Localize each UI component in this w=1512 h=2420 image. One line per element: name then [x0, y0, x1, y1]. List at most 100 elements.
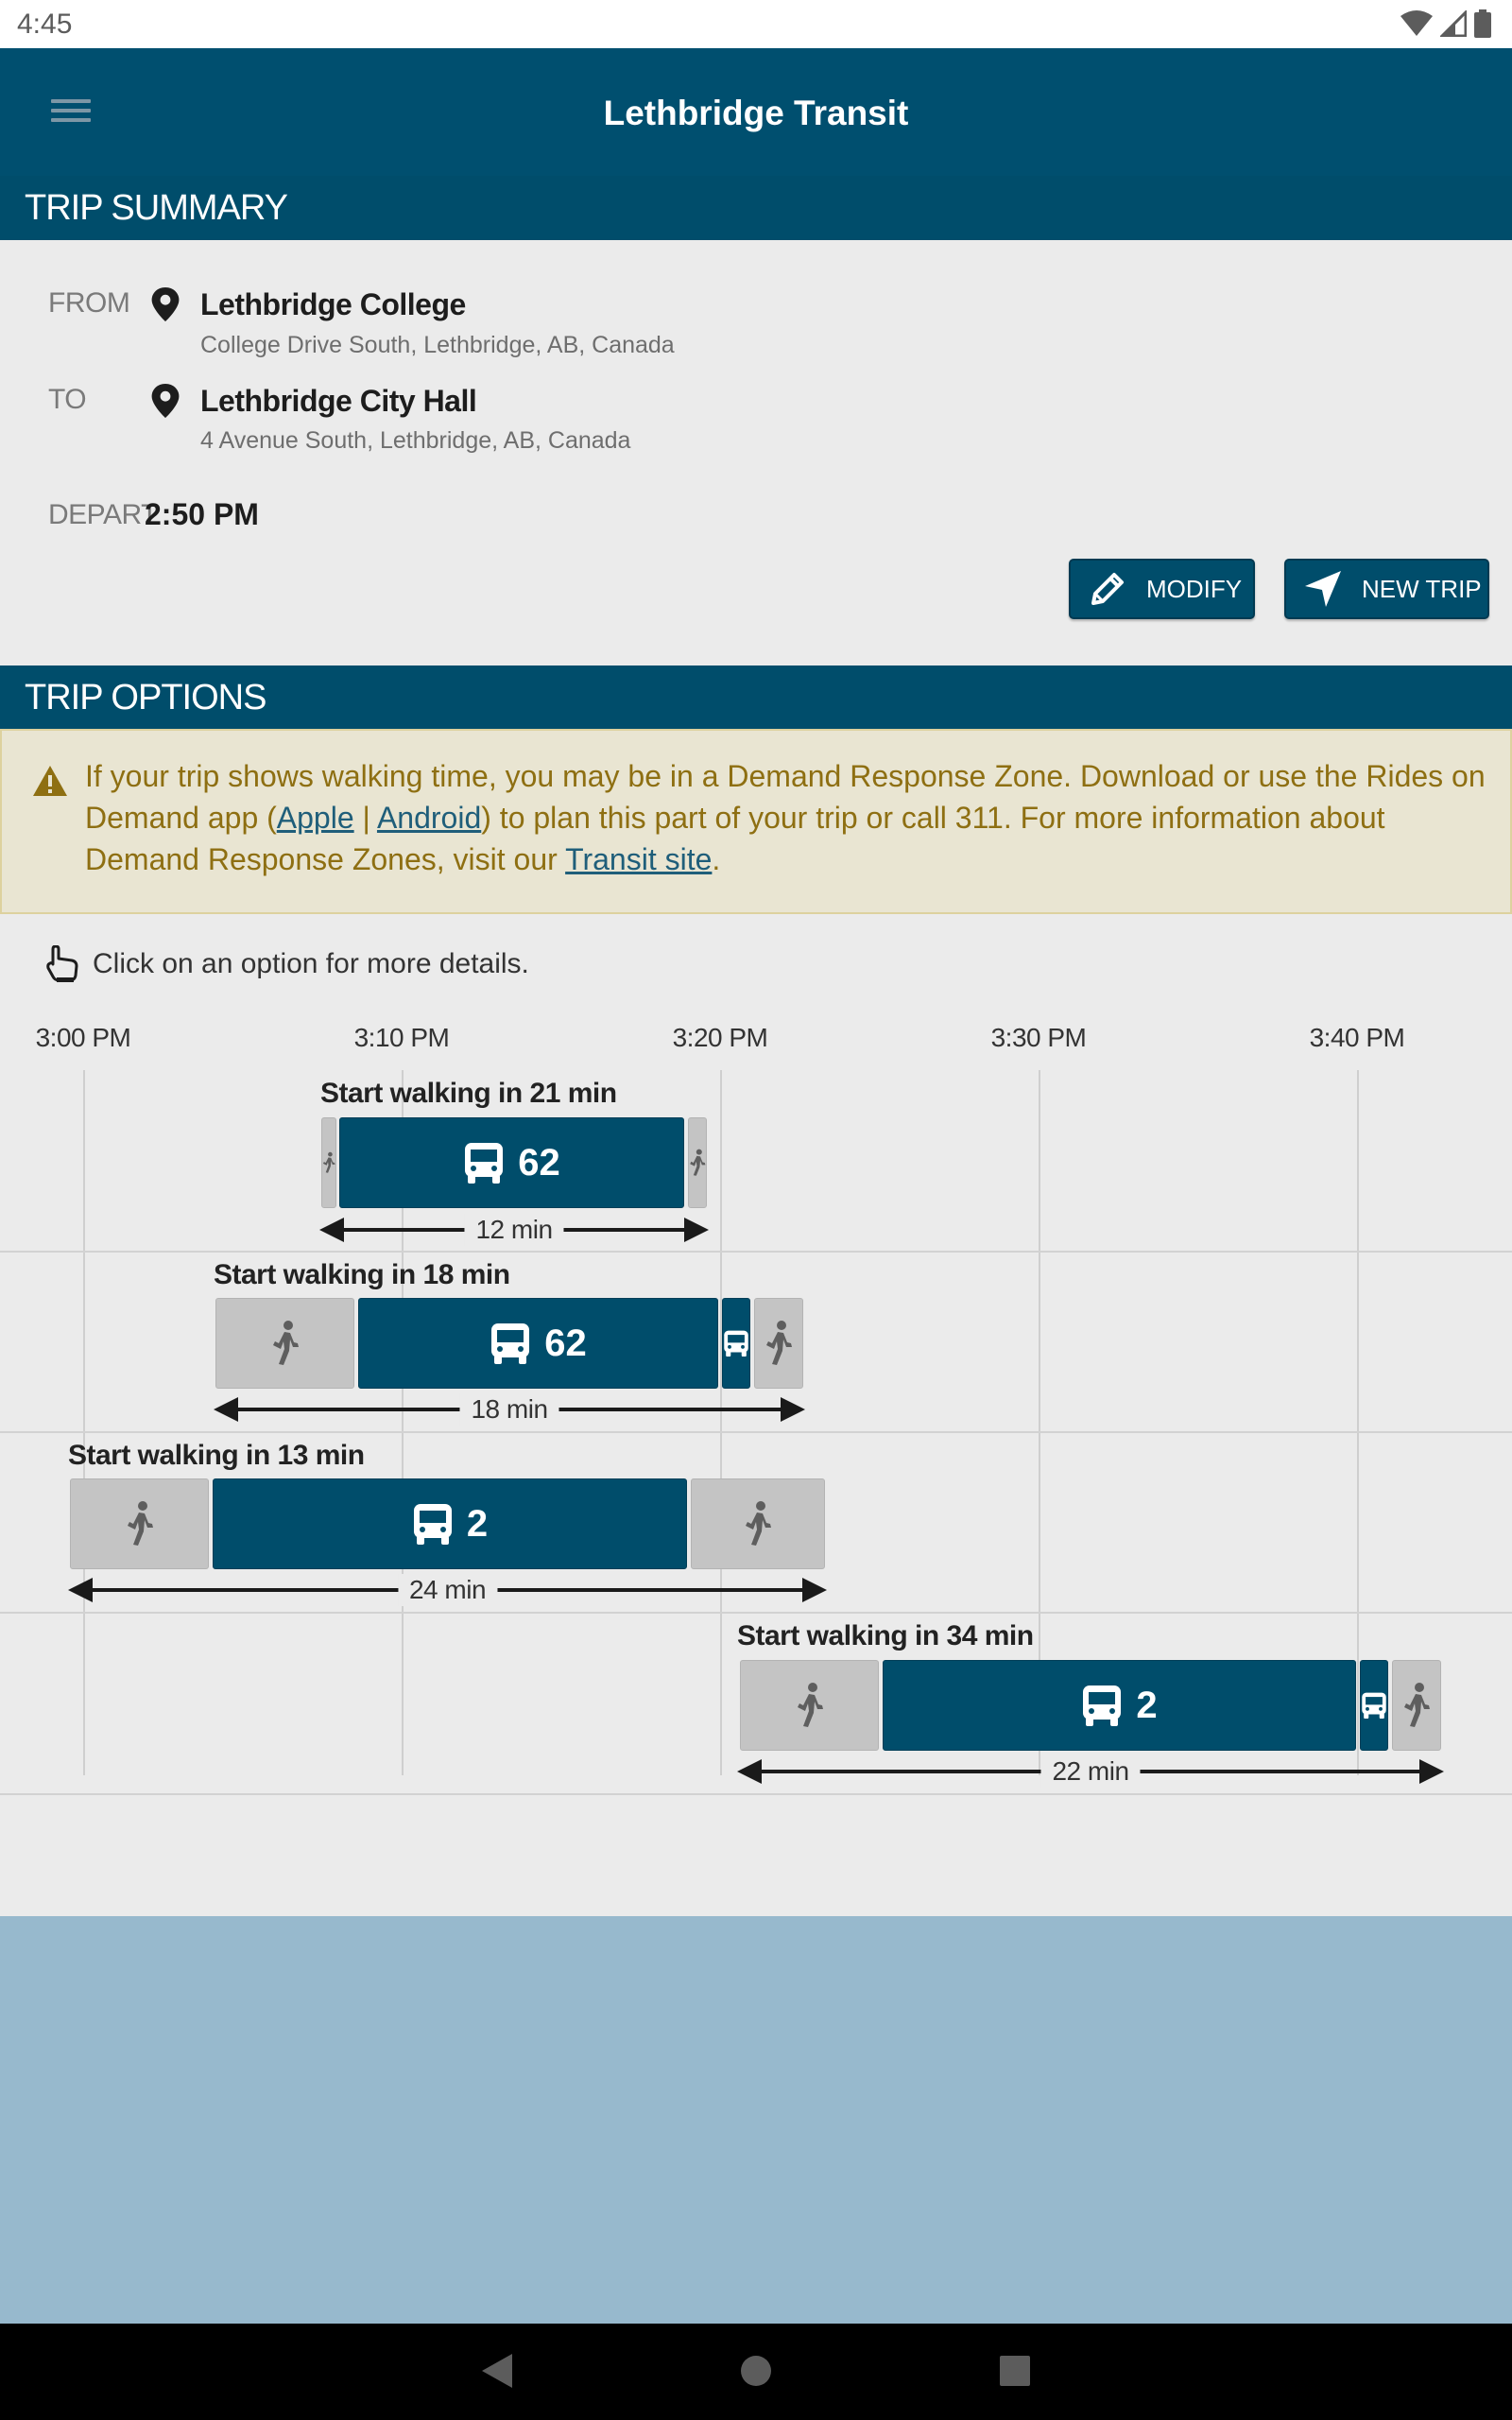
map-pin-icon [151, 384, 180, 418]
duration-arrow: 12 min [319, 1214, 709, 1246]
option-title: Start walking in 13 min [68, 1440, 365, 1471]
warning-icon [33, 766, 67, 796]
bus-segment [1360, 1660, 1388, 1751]
route-number: 62 [544, 1322, 587, 1364]
hint: Click on an option for more details. [45, 945, 529, 983]
walk-segment [740, 1660, 879, 1751]
from-location-address: College Drive South, Lethbridge, AB, Can… [200, 332, 675, 358]
walk-segment [321, 1117, 336, 1208]
alert-text: If your trip shows walking time, you may… [85, 755, 1493, 880]
app-title: Lethbridge Transit [603, 94, 909, 132]
walking-person-icon [766, 1321, 792, 1365]
bus-icon [491, 1323, 530, 1364]
bus-segment [722, 1298, 750, 1389]
demand-response-alert: If your trip shows walking time, you may… [0, 729, 1512, 914]
bus-segment: 62 [358, 1298, 718, 1389]
home-icon[interactable] [739, 2352, 773, 2390]
duration-arrow: 18 min [214, 1393, 805, 1426]
transit-site-link[interactable]: Transit site [565, 842, 713, 876]
alert-text-part: . [712, 842, 721, 876]
duration-label: 12 min [464, 1214, 564, 1246]
option-title: Start walking in 34 min [737, 1620, 1034, 1651]
time-tick-label: 3:00 PM [35, 1023, 131, 1052]
timeline-gridline [83, 1070, 85, 1775]
bus-icon [1362, 1692, 1386, 1719]
new-trip-button-label: NEW TRIP [1362, 574, 1482, 603]
timeline-gridline [720, 1070, 722, 1775]
modify-button[interactable]: MODIFY [1069, 559, 1255, 619]
timeline-gridline [1357, 1070, 1359, 1775]
menu-icon[interactable] [45, 94, 98, 131]
timeline-gridline [402, 1070, 404, 1775]
app-header: Lethbridge Transit [0, 48, 1512, 176]
walking-person-icon [322, 1151, 335, 1173]
signal-icon [1440, 10, 1467, 37]
recents-icon[interactable] [998, 2352, 1032, 2390]
pointer-hand-icon [46, 945, 78, 982]
status-time: 4:45 [17, 9, 73, 40]
hint-text: Click on an option for more details. [93, 948, 529, 979]
depart-label: DEPART [48, 499, 158, 530]
to-label: TO [48, 384, 87, 415]
alert-text-part: ) to plan this part of your trip or call… [85, 801, 1385, 876]
bus-segment: 2 [213, 1478, 687, 1569]
back-icon[interactable] [480, 2352, 514, 2390]
bus-icon [413, 1504, 452, 1545]
option-divider [0, 1431, 1512, 1433]
new-trip-button[interactable]: NEW TRIP [1284, 559, 1489, 619]
duration-label: 18 min [459, 1393, 559, 1426]
duration-arrow: 22 min [737, 1755, 1444, 1788]
walking-person-icon [797, 1683, 823, 1727]
bus-segment: 62 [339, 1117, 684, 1208]
option-title: Start walking in 18 min [214, 1259, 510, 1290]
trip-options-heading: TRIP OPTIONS [0, 666, 1512, 730]
option-divider [0, 1251, 1512, 1253]
walking-person-icon [127, 1501, 153, 1546]
route-number: 2 [1136, 1684, 1158, 1726]
from-location-name: Lethbridge College [200, 287, 466, 321]
modify-button-label: MODIFY [1146, 574, 1243, 603]
timeline-gridline [1039, 1070, 1040, 1775]
pencil-icon [1091, 573, 1124, 605]
walk-segment [215, 1298, 354, 1389]
alert-text-part: If your trip shows walking time, you may… [85, 759, 1486, 835]
from-label: FROM [48, 287, 130, 319]
trip-summary-panel: FROM Lethbridge College College Drive So… [0, 240, 1512, 667]
duration-label: 24 min [397, 1574, 498, 1606]
walk-segment [754, 1298, 803, 1389]
depart-time: 2:50 PM [145, 497, 259, 531]
walk-segment [1392, 1660, 1441, 1751]
to-location-address: 4 Avenue South, Lethbridge, AB, Canada [200, 427, 631, 454]
map-pin-icon [151, 287, 180, 321]
bus-icon [724, 1330, 748, 1357]
option-divider [0, 1793, 1512, 1795]
duration-label: 22 min [1040, 1755, 1141, 1788]
status-icons [1400, 9, 1491, 38]
walking-person-icon [1404, 1683, 1430, 1727]
time-tick-label: 3:30 PM [990, 1023, 1087, 1052]
alert-text-separator: | [353, 801, 377, 835]
wifi-icon [1400, 10, 1433, 36]
system-navigation-bar [0, 2324, 1512, 2420]
time-tick-label: 3:40 PM [1309, 1023, 1405, 1052]
to-location-name: Lethbridge City Hall [200, 384, 477, 418]
route-number: 2 [466, 1502, 489, 1545]
walk-segment [688, 1117, 707, 1208]
status-bar: 4:45 [0, 0, 1512, 48]
walk-segment [70, 1478, 209, 1569]
bus-icon [1083, 1685, 1122, 1726]
time-tick-label: 3:10 PM [353, 1023, 450, 1052]
route-number: 62 [518, 1141, 560, 1184]
duration-arrow: 24 min [68, 1574, 827, 1606]
option-divider [0, 1612, 1512, 1614]
trip-summary-heading: TRIP SUMMARY [0, 176, 1512, 240]
option-title: Start walking in 21 min [320, 1078, 617, 1109]
bus-icon [465, 1143, 504, 1184]
bus-segment: 2 [883, 1660, 1356, 1751]
walk-segment [691, 1478, 825, 1569]
android-link[interactable]: Android [376, 801, 482, 835]
apple-link[interactable]: Apple [276, 801, 354, 835]
battery-icon [1474, 9, 1491, 38]
time-tick-label: 3:20 PM [672, 1023, 768, 1052]
navigation-arrow-icon [1305, 571, 1341, 607]
